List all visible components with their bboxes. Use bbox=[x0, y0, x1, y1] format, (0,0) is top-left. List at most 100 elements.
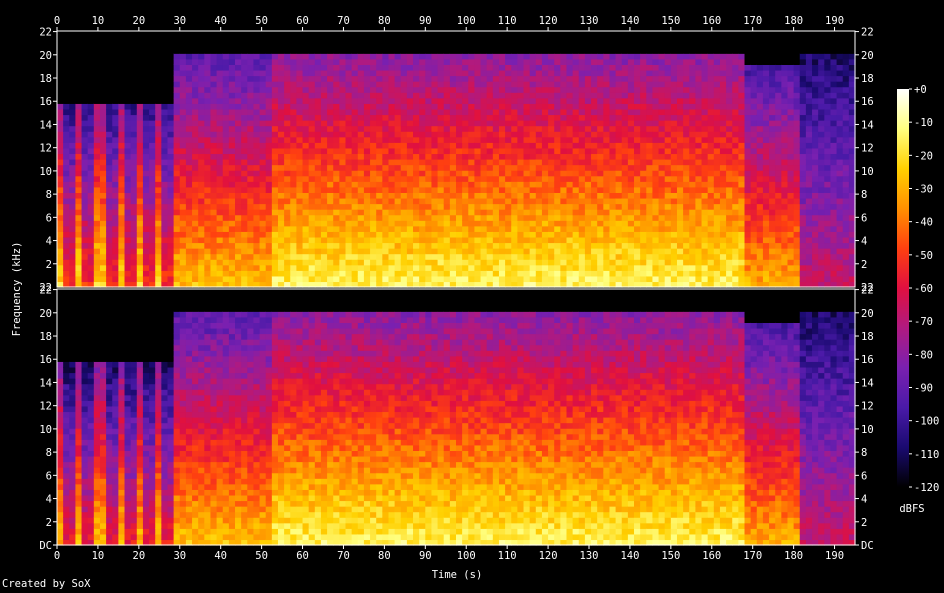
colorbar-tick: -80 bbox=[914, 349, 933, 361]
x-tick-top: 60 bbox=[296, 15, 309, 27]
y-tick-left: 2 bbox=[46, 259, 52, 271]
colorbar-tick: -90 bbox=[914, 383, 933, 395]
x-tick-bottom: 10 bbox=[92, 550, 105, 562]
y-tick-left: 8 bbox=[46, 447, 52, 459]
x-tick-bottom: 0 bbox=[54, 550, 60, 562]
x-tick-top: 160 bbox=[702, 15, 721, 27]
y-tick-right: 12 bbox=[861, 401, 874, 413]
colorbar-tick: -50 bbox=[914, 250, 933, 262]
x-tick-top: 30 bbox=[173, 15, 186, 27]
x-tick-top: 90 bbox=[419, 15, 432, 27]
y-tick-left: 14 bbox=[39, 377, 52, 389]
x-tick-bottom: 80 bbox=[378, 550, 391, 562]
x-tick-bottom: 180 bbox=[784, 550, 803, 562]
y-tick-left: 6 bbox=[46, 212, 52, 224]
x-tick-bottom: 100 bbox=[457, 550, 476, 562]
colorbar-gradient bbox=[897, 89, 909, 487]
y-tick-right: 22 bbox=[861, 282, 874, 294]
x-tick-top: 50 bbox=[255, 15, 268, 27]
x-tick-top: 70 bbox=[337, 15, 350, 27]
colorbar-label: dBFS bbox=[899, 503, 924, 515]
colorbar-tick: -60 bbox=[914, 283, 933, 295]
y-tick-right: 6 bbox=[861, 212, 867, 224]
y-tick-right: 18 bbox=[861, 73, 874, 85]
x-tick-top: 180 bbox=[784, 15, 803, 27]
y-tick-left: 14 bbox=[39, 119, 52, 131]
y-tick-right: 2 bbox=[861, 259, 867, 271]
y-tick-left: 22 bbox=[39, 285, 52, 297]
y-axis-label: Frequency (kHz) bbox=[11, 242, 23, 337]
y-tick-right: 16 bbox=[861, 96, 874, 108]
x-tick-top: 100 bbox=[457, 15, 476, 27]
x-tick-bottom: 110 bbox=[498, 550, 517, 562]
x-tick-top: 190 bbox=[825, 15, 844, 27]
x-tick-top: 10 bbox=[92, 15, 105, 27]
y-tick-right: 4 bbox=[861, 236, 867, 248]
x-tick-top: 140 bbox=[620, 15, 639, 27]
y-tick-left: 4 bbox=[46, 236, 52, 248]
y-tick-right: 10 bbox=[861, 166, 874, 178]
y-tick-right: 4 bbox=[861, 494, 867, 506]
x-tick-bottom: 130 bbox=[580, 550, 599, 562]
y-tick-right: 20 bbox=[861, 50, 874, 62]
y-tick-left: 10 bbox=[39, 424, 52, 436]
y-tick-right: 14 bbox=[861, 119, 874, 131]
y-tick-right: 22 bbox=[861, 27, 874, 39]
y-tick-right: 8 bbox=[861, 189, 867, 201]
y-tick-left: 20 bbox=[39, 308, 52, 320]
x-tick-top: 80 bbox=[378, 15, 391, 27]
x-tick-bottom: 190 bbox=[825, 550, 844, 562]
colorbar-tick: -120 bbox=[914, 482, 939, 494]
x-tick-bottom: 140 bbox=[620, 550, 639, 562]
spectrogram-channel-2 bbox=[56, 288, 856, 546]
y-tick-right: DC bbox=[861, 540, 874, 552]
x-tick-bottom: 50 bbox=[255, 550, 268, 562]
colorbar-tick: -70 bbox=[914, 316, 933, 328]
y-tick-left: 6 bbox=[46, 470, 52, 482]
y-tick-left: 12 bbox=[39, 401, 52, 413]
y-tick-left: 8 bbox=[46, 189, 52, 201]
y-tick-right: 10 bbox=[861, 424, 874, 436]
y-tick-left: 2 bbox=[46, 517, 52, 529]
y-tick-left: 22 bbox=[39, 27, 52, 39]
sox-credit: Created by SoX bbox=[2, 578, 91, 590]
y-tick-left: 12 bbox=[39, 143, 52, 155]
y-tick-left: 16 bbox=[39, 354, 52, 366]
y-tick-right: 20 bbox=[861, 308, 874, 320]
y-tick-right: 2 bbox=[861, 517, 867, 529]
x-tick-top: 110 bbox=[498, 15, 517, 27]
x-tick-bottom: 70 bbox=[337, 550, 350, 562]
colorbar-tick: -30 bbox=[914, 184, 933, 196]
y-tick-left: 4 bbox=[46, 494, 52, 506]
y-tick-right: 22 bbox=[861, 285, 874, 297]
x-tick-top: 120 bbox=[539, 15, 558, 27]
x-tick-bottom: 170 bbox=[743, 550, 762, 562]
y-tick-left: 16 bbox=[39, 96, 52, 108]
spectrogram-channel-1 bbox=[56, 30, 856, 288]
y-tick-right: 14 bbox=[861, 377, 874, 389]
y-tick-left: 18 bbox=[39, 73, 52, 85]
colorbar-tick: -110 bbox=[914, 449, 939, 461]
x-tick-bottom: 60 bbox=[296, 550, 309, 562]
y-tick-left: 10 bbox=[39, 166, 52, 178]
x-tick-top: 40 bbox=[214, 15, 227, 27]
colorbar: +0 -10 -20 -30 -40 -50 -60 -70 -80 -90 -100 -110 -12… bbox=[897, 84, 939, 494]
colorbar-tick: -100 bbox=[914, 416, 939, 428]
y-tick-right: 6 bbox=[861, 470, 867, 482]
x-tick-bottom: 150 bbox=[661, 550, 680, 562]
y-tick-left: 18 bbox=[39, 331, 52, 343]
x-tick-top: 130 bbox=[580, 15, 599, 27]
x-tick-bottom: 90 bbox=[419, 550, 432, 562]
y-tick-right: 8 bbox=[861, 447, 867, 459]
x-tick-bottom: 40 bbox=[214, 550, 227, 562]
x-tick-bottom: 20 bbox=[133, 550, 146, 562]
x-tick-bottom: 160 bbox=[702, 550, 721, 562]
colorbar-tick: -40 bbox=[914, 217, 933, 229]
colorbar-tick: -20 bbox=[914, 150, 933, 162]
y-tick-left: 20 bbox=[39, 50, 52, 62]
y-tick-right: 12 bbox=[861, 143, 874, 155]
y-tick-left: DC bbox=[39, 540, 52, 552]
colorbar-tick: +0 bbox=[914, 84, 927, 96]
x-tick-top: 20 bbox=[133, 15, 146, 27]
